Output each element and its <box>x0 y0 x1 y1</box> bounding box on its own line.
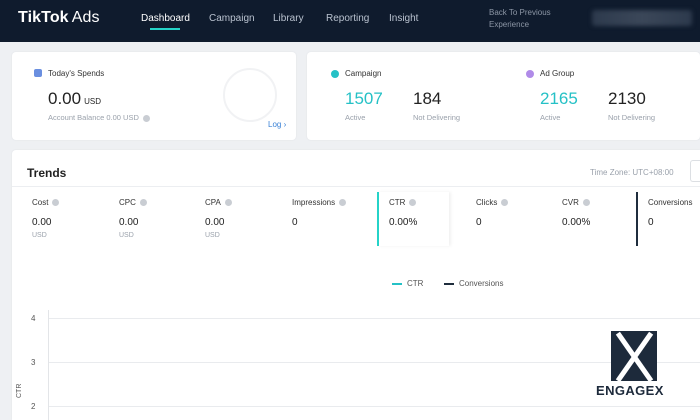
metric-ctr[interactable]: CTR 0.00% <box>377 192 449 246</box>
tiktok-ads-logo[interactable]: TikTok Ads <box>18 9 100 27</box>
trends-card: Trends Time Zone: UTC+08:00 Cost 0.00 US… <box>12 150 700 420</box>
nav-library[interactable]: Library <box>273 13 304 24</box>
info-icon[interactable] <box>409 199 417 207</box>
nav-reporting[interactable]: Reporting <box>326 13 370 24</box>
metric-value: 0.00% <box>389 217 418 228</box>
metric-value: 0.00 <box>119 217 139 228</box>
grid-line <box>48 362 700 363</box>
metric-value: 0.00% <box>562 217 591 228</box>
info-icon[interactable] <box>339 199 347 207</box>
y-axis-line <box>48 310 49 420</box>
conversions-swatch <box>444 283 454 285</box>
timezone-label: Time Zone: UTC+08:00 <box>590 168 674 177</box>
metric-value: 0 <box>648 217 654 228</box>
info-icon[interactable] <box>139 199 147 207</box>
ad-group-active-label: Active <box>540 113 561 122</box>
y-tick-2: 2 <box>31 402 36 411</box>
metric-impressions[interactable]: Impressions 0 <box>292 192 372 246</box>
spends-currency: USD <box>84 97 101 106</box>
y-axis-title: CTR <box>16 383 23 398</box>
ad-group-not-delivering-label: Not Delivering <box>608 113 656 122</box>
divider <box>12 186 700 187</box>
trends-title: Trends <box>27 166 67 180</box>
date-range-picker[interactable] <box>690 160 700 182</box>
metric-value: 0.00 <box>205 217 225 228</box>
info-icon[interactable] <box>52 199 60 207</box>
info-icon[interactable] <box>142 114 150 122</box>
engagex-watermark: ENGAGEX <box>594 328 694 408</box>
nav-insight[interactable]: Insight <box>389 13 419 24</box>
metric-cpc[interactable]: CPC 0.00 USD <box>119 192 199 246</box>
metric-cost[interactable]: Cost 0.00 USD <box>32 192 112 246</box>
spends-amount: 0.00 USD <box>48 89 101 108</box>
metric-value: 0 <box>292 217 298 228</box>
legend-ctr[interactable]: CTR <box>392 279 423 288</box>
campaign-adgroup-card: Campaign 1507 Active 184 Not Delivering … <box>307 52 700 140</box>
metric-value: 0 <box>476 217 482 228</box>
campaign-active-count[interactable]: 1507 <box>345 89 383 108</box>
y-tick-4: 4 <box>31 314 36 323</box>
metric-clicks[interactable]: Clicks 0 <box>476 192 556 246</box>
metric-value: 0.00 <box>32 217 52 228</box>
info-icon[interactable] <box>582 199 590 207</box>
account-menu[interactable] <box>592 10 692 26</box>
spends-title: Today's Spends <box>48 69 105 78</box>
watermark-text: ENGAGEX <box>596 383 664 398</box>
campaign-title: Campaign <box>345 69 382 78</box>
metric-cpa[interactable]: CPA 0.00 USD <box>205 192 285 246</box>
logo-product: Ads <box>71 9 100 26</box>
nav-dashboard[interactable]: Dashboard <box>141 13 190 30</box>
engagex-logo-icon <box>611 331 657 381</box>
metric-unit: USD <box>32 232 47 239</box>
logo-brand: TikTok <box>18 9 69 26</box>
nav-campaign[interactable]: Campaign <box>209 13 255 24</box>
ctr-swatch <box>392 283 402 285</box>
y-tick-3: 3 <box>31 358 36 367</box>
ad-group-not-delivering-count[interactable]: 2130 <box>608 89 646 108</box>
campaign-not-delivering-label: Not Delivering <box>413 113 461 122</box>
grid-line <box>48 318 700 319</box>
back-to-previous-experience-link[interactable]: Back To Previous Experience <box>489 8 551 29</box>
legend-conversions[interactable]: Conversions <box>444 279 503 288</box>
metric-cvr[interactable]: CVR 0.00% <box>562 198 591 228</box>
info-icon[interactable] <box>224 199 232 207</box>
info-icon[interactable] <box>501 199 509 207</box>
campaign-icon <box>331 70 339 78</box>
wallet-icon <box>34 69 42 77</box>
metric-unit: USD <box>205 232 220 239</box>
metric-conversions[interactable]: Conversions 0 <box>636 192 700 246</box>
top-nav-bar: TikTok Ads Dashboard Campaign Library Rep… <box>0 0 700 42</box>
active-tab-indicator <box>150 28 181 30</box>
metric-unit: USD <box>119 232 134 239</box>
todays-spends-card: Today's Spends 0.00 USD Account Balance 0… <box>12 52 296 140</box>
campaign-not-delivering-count[interactable]: 184 <box>413 89 442 108</box>
ad-group-active-count[interactable]: 2165 <box>540 89 578 108</box>
spend-ring-chart <box>223 68 277 122</box>
log-link[interactable]: Log › <box>268 120 287 129</box>
campaign-active-label: Active <box>345 113 366 122</box>
ad-group-icon <box>526 70 534 78</box>
ad-group-title: Ad Group <box>540 69 575 78</box>
grid-line <box>48 406 700 407</box>
account-balance: Account Balance 0.00 USD <box>48 113 150 122</box>
